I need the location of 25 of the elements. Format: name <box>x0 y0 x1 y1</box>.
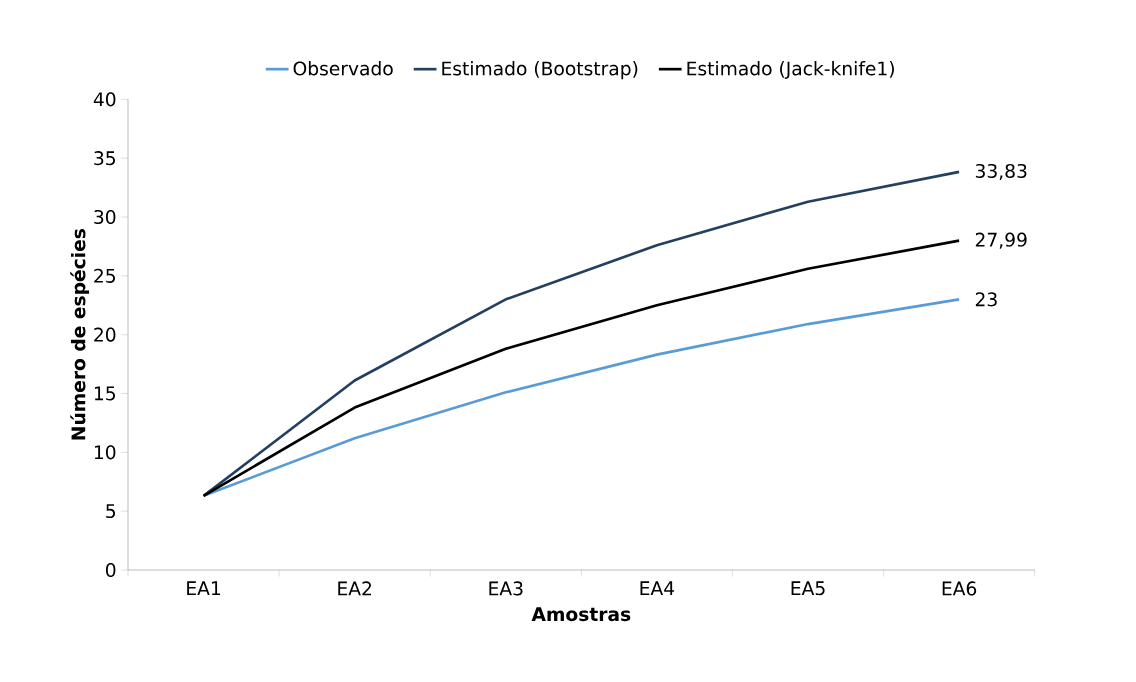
y-tick-label: 0 <box>105 562 116 578</box>
y-tick-label: 25 <box>94 268 115 283</box>
data-label: 23 <box>975 292 997 307</box>
x-tick-label: EA3 <box>489 581 523 596</box>
y-axis-title: Número de espécies <box>70 229 90 440</box>
x-tick-label: EA2 <box>338 581 372 596</box>
x-tick-label: EA5 <box>791 581 825 596</box>
y-tick-label: 10 <box>94 445 116 460</box>
legend-label: Observado <box>293 61 393 76</box>
legend-label: Estimado (Jack-knife1) <box>687 61 894 79</box>
x-tick-label: EA6 <box>942 581 977 596</box>
x-tick-label: EA1 <box>187 581 221 595</box>
legend-label: Estimado (Bootstrap) <box>442 61 638 80</box>
y-tick-label: 30 <box>94 209 116 225</box>
line-series <box>202 239 961 498</box>
x-axis-title: Amostras <box>531 607 631 622</box>
y-tick-label: 20 <box>94 327 116 342</box>
data-label: 33,83 <box>975 163 1027 180</box>
y-tick-label: 40 <box>93 92 116 107</box>
line-series <box>202 298 961 498</box>
x-tick-label: EA4 <box>640 581 675 595</box>
y-tick-label: 5 <box>106 504 115 519</box>
y-tick-label: 35 <box>94 151 115 166</box>
y-tick-label: 15 <box>94 386 115 401</box>
data-label: 27,99 <box>975 232 1027 249</box>
